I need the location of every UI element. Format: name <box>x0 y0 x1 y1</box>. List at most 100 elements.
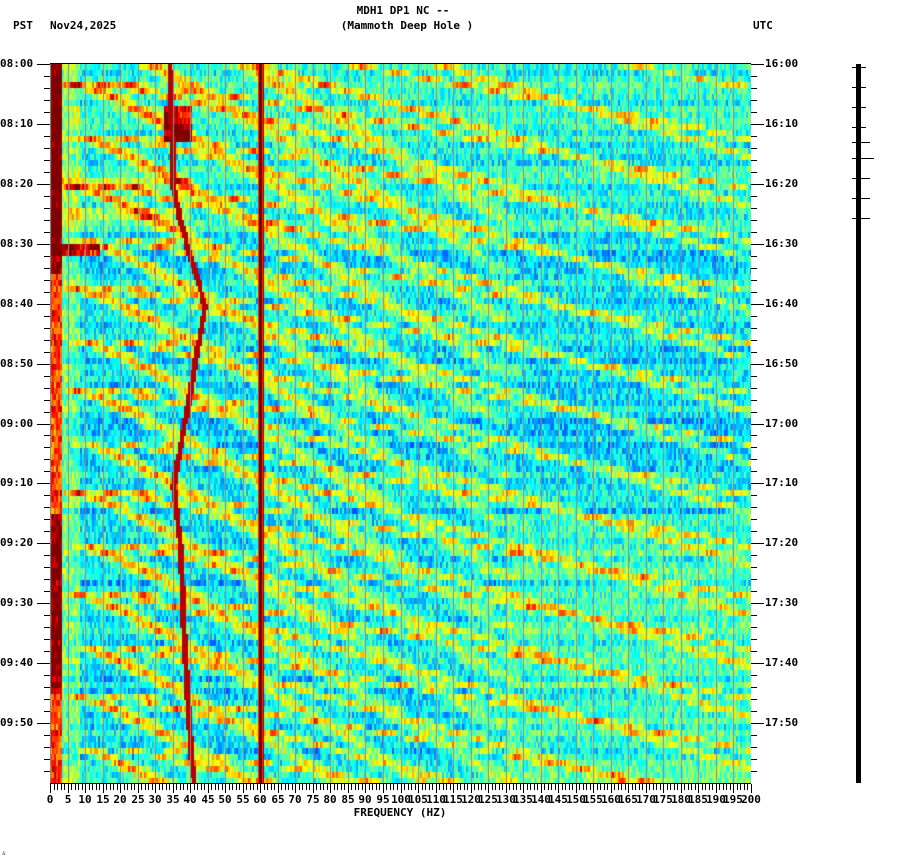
x-minor-tick <box>180 784 181 790</box>
y-minor-tick-left <box>44 292 50 293</box>
y-minor-tick-left <box>44 687 50 688</box>
x-minor-tick <box>306 784 307 790</box>
x-minor-tick <box>134 784 135 790</box>
y-major-tick-left <box>37 124 50 125</box>
y-tick-label-left: 08:50 <box>0 357 34 370</box>
x-minor-tick <box>632 784 633 790</box>
x-minor-tick <box>656 784 657 790</box>
y-minor-tick-right <box>751 675 757 676</box>
x-minor-tick <box>78 784 79 790</box>
x-minor-tick <box>660 784 661 790</box>
x-minor-tick <box>404 784 405 790</box>
x-minor-tick <box>393 784 394 790</box>
x-minor-tick <box>397 784 398 790</box>
y-tick-label-right: 16:50 <box>765 357 799 370</box>
y-minor-tick-right <box>751 447 757 448</box>
x-tick-label: 10 <box>78 793 92 806</box>
x-minor-tick <box>309 784 310 790</box>
y-major-tick-left <box>37 424 50 425</box>
y-minor-tick-left <box>44 471 50 472</box>
x-minor-tick <box>520 784 521 790</box>
x-minor-tick <box>674 784 675 790</box>
y-major-tick-right <box>751 364 764 365</box>
x-minor-tick <box>411 784 412 790</box>
plot-top-border <box>50 63 751 64</box>
x-minor-tick <box>327 784 328 790</box>
x-tick-label: 145 <box>548 793 568 806</box>
x-minor-tick <box>551 784 552 790</box>
y-major-tick-right <box>751 483 764 484</box>
y-minor-tick-left <box>44 328 50 329</box>
trace-spike <box>852 87 866 89</box>
y-minor-tick-left <box>44 495 50 496</box>
x-minor-tick <box>481 784 482 790</box>
x-tick-label: 105 <box>408 793 428 806</box>
x-minor-tick <box>131 784 132 790</box>
y-minor-tick-right <box>751 376 757 377</box>
x-tick-label: 60 <box>253 793 267 806</box>
x-minor-tick <box>75 784 76 790</box>
y-minor-tick-right <box>751 771 757 772</box>
y-minor-tick-left <box>44 280 50 281</box>
y-minor-tick-right <box>751 579 757 580</box>
x-tick-label: 140 <box>531 793 551 806</box>
x-minor-tick <box>159 784 160 790</box>
y-minor-tick-right <box>751 591 757 592</box>
seismogram-trace <box>852 64 874 783</box>
x-minor-tick <box>579 784 580 790</box>
x-minor-tick <box>562 784 563 790</box>
x-minor-tick <box>386 784 387 790</box>
x-minor-tick <box>337 784 338 790</box>
x-minor-tick <box>218 784 219 790</box>
x-tick-label: 40 <box>183 793 197 806</box>
x-minor-tick <box>499 784 500 790</box>
y-minor-tick-right <box>751 328 757 329</box>
x-minor-tick <box>257 784 258 790</box>
y-minor-tick-right <box>751 148 757 149</box>
y-minor-tick-right <box>751 88 757 89</box>
y-minor-tick-right <box>751 232 757 233</box>
x-minor-tick <box>425 784 426 790</box>
x-major-tick <box>733 784 734 793</box>
x-minor-tick <box>534 784 535 790</box>
x-major-tick <box>436 784 437 793</box>
x-minor-tick <box>334 784 335 790</box>
x-minor-tick <box>176 784 177 790</box>
y-major-tick-right <box>751 543 764 544</box>
x-minor-tick <box>267 784 268 790</box>
x-minor-tick <box>443 784 444 790</box>
x-major-tick <box>646 784 647 793</box>
y-tick-label-right: 16:30 <box>765 237 799 250</box>
x-major-tick <box>173 784 174 793</box>
x-minor-tick <box>740 784 741 790</box>
x-minor-tick <box>555 784 556 790</box>
y-minor-tick-right <box>751 531 757 532</box>
y-minor-tick-right <box>751 172 757 173</box>
x-minor-tick <box>379 784 380 790</box>
y-tick-label-left: 08:40 <box>0 297 34 310</box>
left-timezone-label: PST <box>13 19 33 32</box>
y-minor-tick-right <box>751 459 757 460</box>
x-tick-label: 0 <box>46 793 54 806</box>
y-tick-label-right: 17:20 <box>765 536 799 549</box>
x-major-tick <box>85 784 86 793</box>
y-minor-tick-right <box>751 208 757 209</box>
y-minor-tick-left <box>44 519 50 520</box>
x-minor-tick <box>586 784 587 790</box>
x-major-tick <box>401 784 402 793</box>
y-minor-tick-left <box>44 340 50 341</box>
x-minor-tick <box>344 784 345 790</box>
x-minor-tick <box>358 784 359 790</box>
x-minor-tick <box>572 784 573 790</box>
x-tick-label: 30 <box>148 793 162 806</box>
y-minor-tick-left <box>44 352 50 353</box>
x-minor-tick <box>590 784 591 790</box>
x-minor-tick <box>64 784 65 790</box>
trace-spike <box>852 218 870 219</box>
x-minor-tick <box>201 784 202 790</box>
x-minor-tick <box>726 784 727 790</box>
x-minor-tick <box>527 784 528 790</box>
y-minor-tick-left <box>44 136 50 137</box>
x-minor-tick <box>215 784 216 790</box>
y-major-tick-right <box>751 124 764 125</box>
